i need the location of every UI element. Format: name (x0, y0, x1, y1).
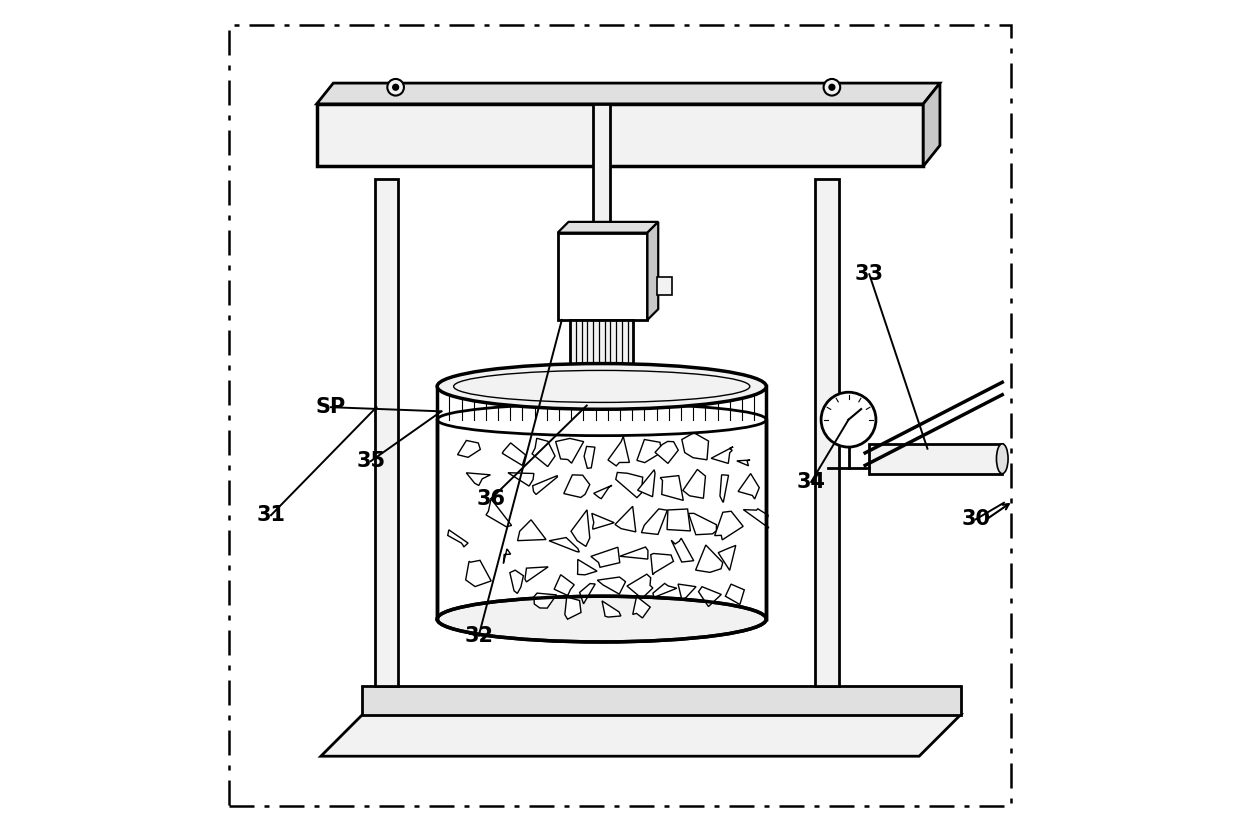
Text: 35: 35 (356, 451, 386, 471)
Polygon shape (651, 553, 673, 575)
Polygon shape (718, 545, 735, 570)
Polygon shape (653, 583, 677, 597)
Polygon shape (565, 597, 582, 619)
Polygon shape (533, 475, 557, 494)
Polygon shape (738, 474, 759, 499)
FancyBboxPatch shape (657, 277, 672, 295)
FancyBboxPatch shape (438, 386, 766, 619)
Polygon shape (564, 475, 590, 498)
Ellipse shape (438, 597, 766, 642)
Polygon shape (698, 587, 722, 607)
Polygon shape (637, 470, 655, 497)
Text: 32: 32 (464, 626, 494, 646)
Polygon shape (486, 499, 512, 527)
Polygon shape (578, 559, 598, 575)
Polygon shape (660, 475, 683, 500)
Polygon shape (743, 509, 769, 528)
Polygon shape (737, 460, 750, 466)
Polygon shape (558, 233, 647, 320)
FancyBboxPatch shape (594, 104, 610, 233)
Polygon shape (655, 441, 678, 464)
Polygon shape (458, 440, 480, 457)
Polygon shape (503, 549, 511, 563)
Polygon shape (603, 601, 621, 617)
Polygon shape (671, 538, 693, 562)
Polygon shape (466, 560, 491, 587)
Polygon shape (608, 436, 630, 466)
Polygon shape (362, 686, 961, 715)
Polygon shape (720, 475, 729, 502)
Polygon shape (616, 473, 642, 498)
Ellipse shape (997, 444, 1008, 474)
Polygon shape (696, 545, 723, 573)
Polygon shape (316, 104, 924, 166)
Polygon shape (712, 447, 733, 464)
Polygon shape (579, 583, 595, 604)
Polygon shape (647, 222, 658, 320)
Polygon shape (534, 593, 557, 608)
FancyBboxPatch shape (570, 320, 634, 386)
Polygon shape (554, 575, 574, 596)
Polygon shape (637, 440, 662, 463)
Polygon shape (667, 509, 691, 531)
Polygon shape (448, 530, 467, 547)
Polygon shape (591, 514, 614, 529)
Circle shape (393, 84, 398, 90)
Text: 36: 36 (476, 489, 506, 509)
Polygon shape (683, 470, 706, 499)
Polygon shape (678, 584, 696, 599)
Polygon shape (466, 473, 491, 485)
Polygon shape (584, 446, 595, 469)
Polygon shape (620, 547, 649, 559)
Polygon shape (556, 439, 584, 463)
Polygon shape (517, 519, 546, 541)
Polygon shape (558, 222, 658, 233)
Polygon shape (549, 538, 579, 552)
Polygon shape (632, 597, 650, 618)
Polygon shape (688, 514, 717, 534)
Polygon shape (510, 570, 523, 593)
Polygon shape (532, 438, 556, 466)
Text: SP: SP (316, 397, 346, 417)
FancyBboxPatch shape (374, 179, 398, 686)
Circle shape (821, 392, 875, 447)
Polygon shape (591, 547, 620, 568)
Text: 34: 34 (796, 472, 826, 492)
Text: 33: 33 (854, 264, 884, 284)
Polygon shape (525, 567, 548, 582)
FancyBboxPatch shape (815, 179, 838, 686)
FancyBboxPatch shape (869, 444, 1002, 474)
Circle shape (823, 79, 841, 96)
Polygon shape (594, 485, 613, 499)
Polygon shape (627, 574, 652, 598)
Polygon shape (508, 473, 534, 486)
Polygon shape (321, 715, 961, 756)
Polygon shape (316, 83, 940, 104)
Polygon shape (572, 510, 590, 547)
Polygon shape (615, 506, 636, 532)
Polygon shape (714, 511, 743, 540)
Text: 31: 31 (257, 505, 285, 525)
Circle shape (387, 79, 404, 96)
Polygon shape (641, 509, 667, 534)
Polygon shape (682, 433, 708, 460)
Polygon shape (598, 577, 626, 594)
Text: 30: 30 (961, 509, 991, 529)
Ellipse shape (438, 363, 766, 409)
Polygon shape (924, 83, 940, 166)
Polygon shape (725, 584, 744, 604)
Polygon shape (502, 443, 526, 465)
Circle shape (830, 84, 835, 90)
